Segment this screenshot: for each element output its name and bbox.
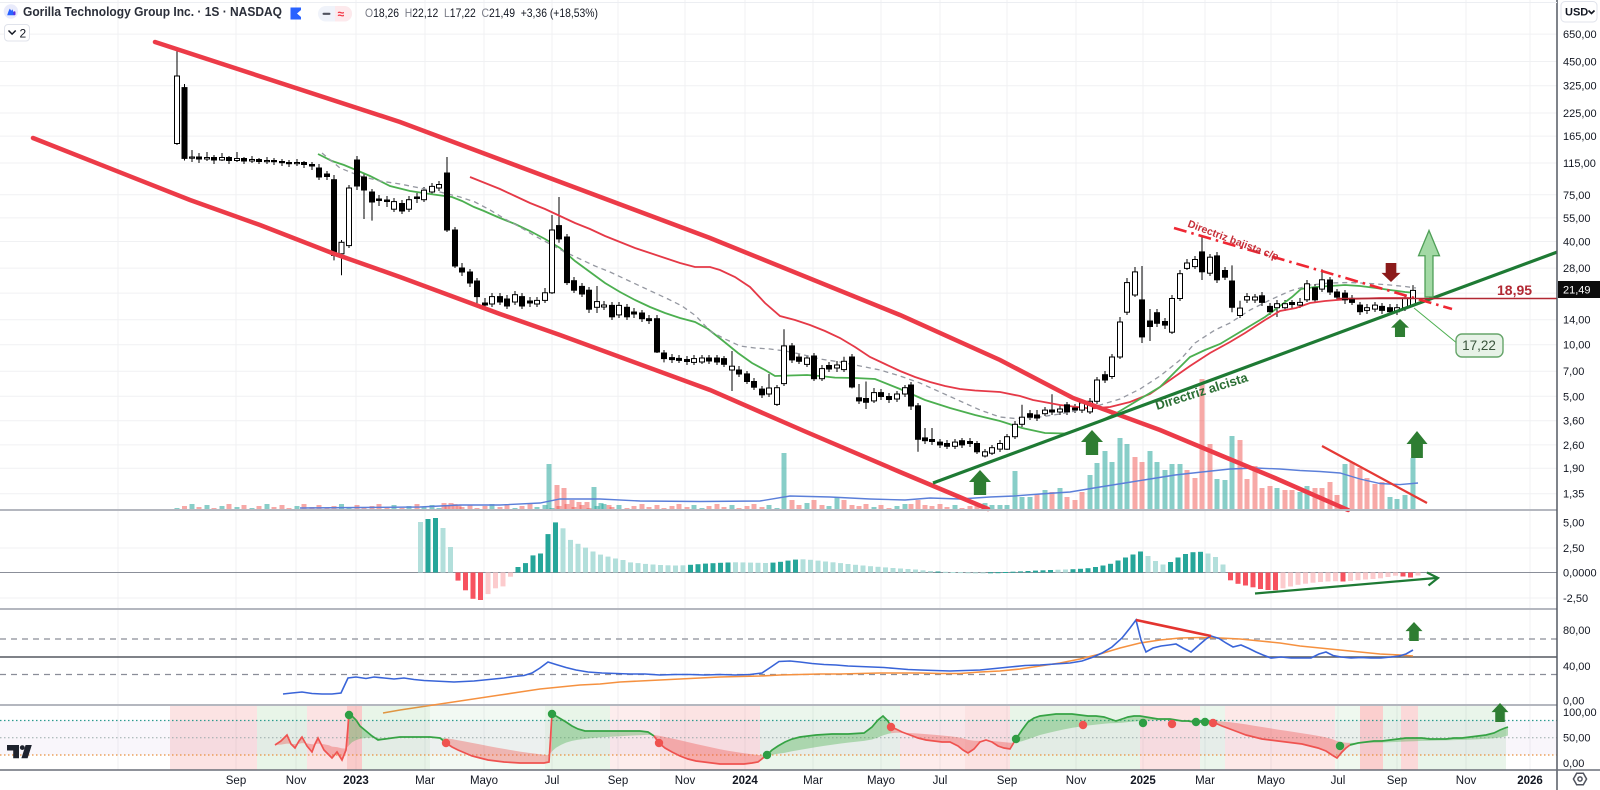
svg-text:1,35: 1,35 — [1563, 489, 1584, 501]
svg-text:2025: 2025 — [1130, 775, 1156, 787]
svg-text:Mayo: Mayo — [1257, 775, 1285, 787]
svg-text:Sep: Sep — [226, 775, 246, 787]
svg-text:2024: 2024 — [732, 775, 758, 787]
svg-text:100,00: 100,00 — [1563, 707, 1597, 719]
svg-text:2026: 2026 — [1517, 775, 1543, 787]
svg-text:O18,26 H22,12 L17,22 C21,49: O18,26 H22,12 L17,22 C21,49 +3,36 (+18,5… — [365, 6, 598, 20]
svg-text:Sep: Sep — [997, 775, 1017, 787]
svg-text:225,00: 225,00 — [1563, 108, 1597, 120]
svg-text:450,00: 450,00 — [1563, 57, 1597, 69]
svg-text:80,00: 80,00 — [1563, 625, 1591, 637]
svg-text:40,00: 40,00 — [1563, 661, 1591, 673]
svg-text:18,95: 18,95 — [1497, 282, 1532, 298]
svg-text:21,49: 21,49 — [1563, 285, 1591, 297]
svg-text:14,00: 14,00 — [1563, 315, 1591, 327]
svg-text:Mayo: Mayo — [470, 775, 498, 787]
svg-text:2023: 2023 — [343, 775, 369, 787]
svg-text:Gorilla Technology Group Inc.: Gorilla Technology Group Inc. · 1S · NAS… — [23, 5, 282, 19]
svg-text:115,00: 115,00 — [1563, 158, 1596, 170]
svg-text:≈: ≈ — [338, 7, 345, 21]
svg-text:650,00: 650,00 — [1563, 29, 1597, 41]
svg-text:Nov: Nov — [1456, 775, 1477, 787]
svg-text:Mar: Mar — [1195, 775, 1215, 787]
svg-text:0,00: 0,00 — [1563, 758, 1584, 770]
svg-text:75,00: 75,00 — [1563, 190, 1591, 202]
svg-text:40,00: 40,00 — [1563, 237, 1591, 249]
svg-text:Nov: Nov — [1066, 775, 1087, 787]
svg-text:2: 2 — [20, 27, 27, 41]
svg-text:2,50: 2,50 — [1563, 543, 1584, 555]
svg-text:50,00: 50,00 — [1563, 733, 1591, 745]
svg-text:17,22: 17,22 — [1462, 338, 1496, 353]
svg-text:1,90: 1,90 — [1563, 463, 1584, 475]
svg-text:2,60: 2,60 — [1563, 440, 1584, 452]
svg-text:USD: USD — [1565, 7, 1588, 19]
svg-text:-2,50: -2,50 — [1563, 593, 1588, 605]
svg-text:10,00: 10,00 — [1563, 340, 1591, 352]
svg-text:Mar: Mar — [803, 775, 823, 787]
svg-text:Sep: Sep — [1387, 775, 1407, 787]
svg-text:Sep: Sep — [608, 775, 628, 787]
svg-text:325,00: 325,00 — [1563, 81, 1597, 93]
svg-text:Jul: Jul — [545, 775, 560, 787]
svg-text:28,00: 28,00 — [1563, 263, 1591, 275]
svg-text:Mayo: Mayo — [867, 775, 895, 787]
svg-text:7,00: 7,00 — [1563, 366, 1584, 378]
svg-text:Nov: Nov — [675, 775, 696, 787]
svg-text:0,0000: 0,0000 — [1563, 568, 1597, 580]
svg-text:5,00: 5,00 — [1563, 391, 1584, 403]
svg-text:Mar: Mar — [415, 775, 435, 787]
svg-text:5,00: 5,00 — [1563, 518, 1584, 530]
svg-text:0,00: 0,00 — [1563, 696, 1584, 708]
svg-text:3,60: 3,60 — [1563, 416, 1584, 428]
svg-text:Nov: Nov — [286, 775, 307, 787]
svg-text:Jul: Jul — [1331, 775, 1346, 787]
svg-text:Jul: Jul — [933, 775, 948, 787]
svg-text:165,00: 165,00 — [1563, 131, 1597, 143]
svg-text:55,00: 55,00 — [1563, 213, 1591, 225]
